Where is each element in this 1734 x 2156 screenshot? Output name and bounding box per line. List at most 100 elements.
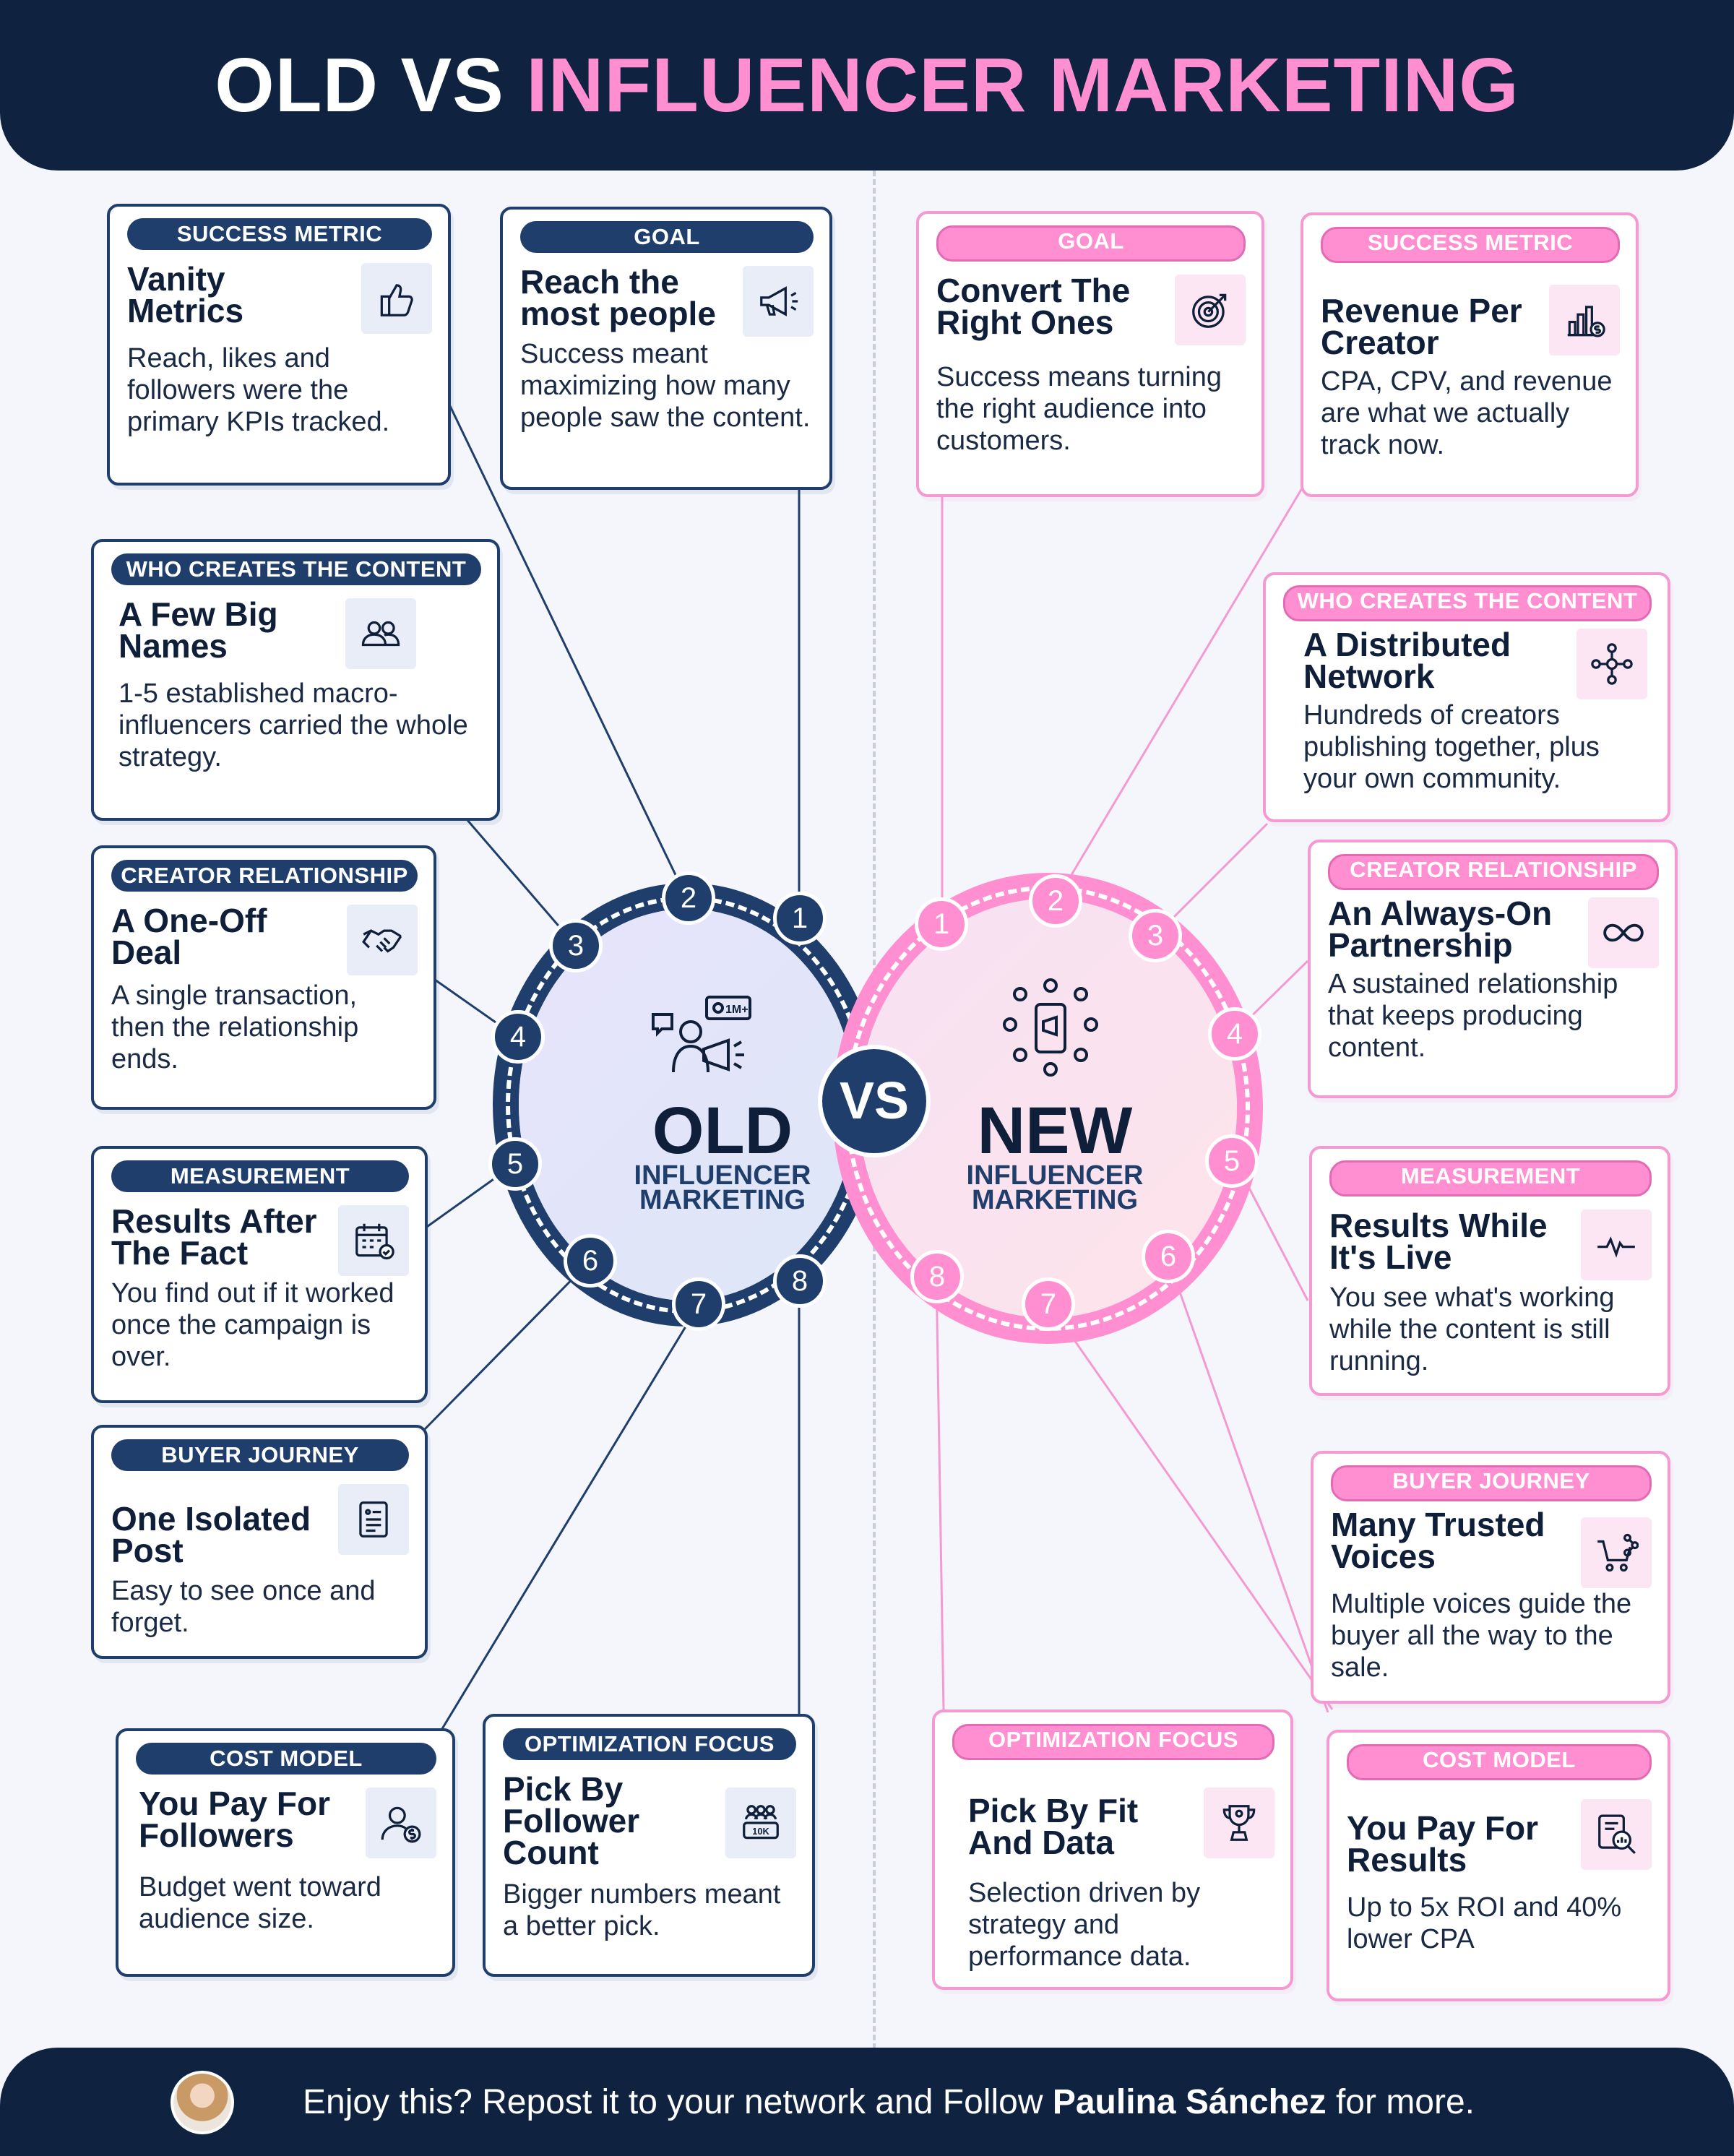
new-card-optimization-focus: OPTIMIZATION FOCUS Pick By Fit And Data … — [932, 1709, 1293, 1990]
card-badge: GOAL — [520, 221, 814, 253]
page-header: OLD VS INFLUENCER MARKETING — [0, 0, 1734, 171]
card-description: Easy to see once and forget. — [111, 1576, 376, 1638]
new-card-success-metric: SUCCESS METRIC Revenue Per Creator CPA, … — [1300, 212, 1639, 497]
new-card-who-creates: WHO CREATES THE CONTENT A Distributed Ne… — [1263, 572, 1670, 822]
card-badge: BUYER JOURNEY — [1331, 1465, 1652, 1501]
card-title: Revenue Per Creator — [1321, 292, 1522, 361]
card-description: Reach, likes and followers were the prim… — [127, 343, 390, 437]
old-card-goal: GOAL Reach the most people Success meant… — [500, 207, 832, 490]
card-title: Reach the most people — [520, 263, 716, 332]
calendar-check-icon — [338, 1205, 409, 1276]
bar-chart-dollar-icon — [1549, 285, 1620, 355]
card-description: You see what's working while the content… — [1329, 1282, 1615, 1376]
card-title: You Pay For Results — [1347, 1809, 1538, 1879]
card-title: A One-Off Deal — [111, 902, 267, 971]
card-badge: OPTIMIZATION FOCUS — [503, 1728, 796, 1760]
old-small-word-1: INFLUENCER — [634, 1160, 811, 1191]
old-card-success-metric: SUCCESS METRIC Vanity Metrics Reach, lik… — [107, 204, 451, 486]
new-card-creator-relationship: CREATOR RELATIONSHIP An Always-On Partne… — [1308, 840, 1678, 1098]
old-card-creator-relationship: CREATOR RELATIONSHIP A One-Off Deal A si… — [91, 845, 436, 1110]
card-badge: OPTIMIZATION FOCUS — [952, 1724, 1274, 1760]
pulse-icon — [1581, 1209, 1652, 1280]
card-badge: WHO CREATES THE CONTENT — [111, 553, 481, 585]
old-small-word-2: MARKETING — [639, 1185, 806, 1215]
svg-text:1M+: 1M+ — [725, 1004, 749, 1016]
new-big-word: NEW — [977, 1094, 1133, 1168]
card-title: An Always-On Partnership — [1328, 894, 1553, 964]
old-node-7: 7 — [672, 1277, 725, 1331]
card-badge: MEASUREMENT — [1329, 1160, 1652, 1196]
new-node-8: 8 — [910, 1250, 964, 1303]
card-badge: SUCCESS METRIC — [1321, 227, 1620, 263]
svg-text:10K: 10K — [752, 1826, 769, 1837]
card-description: Bigger numbers meant a better pick. — [503, 1879, 781, 1941]
footer-text-after: for more. — [1335, 2082, 1475, 2121]
card-title: Results While It's Live — [1329, 1207, 1548, 1276]
old-node-4: 4 — [491, 1010, 545, 1064]
old-card-who-creates: WHO CREATES THE CONTENT A Few Big Names … — [91, 539, 500, 821]
card-title: Convert The Right Ones — [936, 272, 1131, 341]
card-title: One Isolated Post — [111, 1500, 311, 1569]
new-node-1: 1 — [915, 897, 968, 951]
new-node-3: 3 — [1129, 909, 1182, 962]
card-badge: GOAL — [936, 225, 1246, 262]
card-description: Selection driven by strategy and perform… — [968, 1878, 1201, 1972]
new-card-measurement: MEASUREMENT Results While It's Live You … — [1309, 1146, 1670, 1396]
new-card-goal: GOAL Convert The Right Ones Success mean… — [916, 211, 1264, 497]
card-badge: BUYER JOURNEY — [111, 1439, 409, 1471]
old-node-3: 3 — [549, 919, 603, 973]
old-node-5: 5 — [488, 1137, 542, 1191]
new-card-cost-model: COST MODEL You Pay For Results Up to 5x … — [1327, 1730, 1670, 2001]
target-icon — [1175, 275, 1246, 345]
old-node-1: 1 — [773, 892, 827, 945]
old-card-optimization-focus: OPTIMIZATION FOCUS Pick By Follower Coun… — [483, 1714, 815, 1977]
old-node-6: 6 — [564, 1234, 617, 1288]
title-old: OLD VS — [215, 42, 504, 128]
card-badge: COST MODEL — [136, 1743, 436, 1775]
new-node-6: 6 — [1142, 1230, 1195, 1283]
old-card-cost-model: COST MODEL You Pay For Followers Budget … — [116, 1728, 455, 1977]
report-search-icon — [1581, 1799, 1652, 1870]
card-description: Multiple voices guide the buyer all the … — [1331, 1589, 1632, 1683]
card-description: Hundreds of creators publishing together… — [1303, 700, 1600, 794]
card-badge: CREATOR RELATIONSHIP — [111, 860, 418, 892]
old-node-2: 2 — [662, 871, 715, 925]
new-node-2: 2 — [1029, 874, 1082, 928]
new-node-5: 5 — [1205, 1134, 1259, 1188]
page-footer: Enjoy this? Repost it to your network an… — [0, 2048, 1734, 2156]
card-badge: WHO CREATES THE CONTENT — [1283, 585, 1652, 621]
card-title: Vanity Metrics — [127, 260, 244, 329]
cart-share-icon — [1581, 1517, 1652, 1588]
card-title: Many Trusted Voices — [1331, 1506, 1545, 1575]
megaphone-icon — [743, 266, 814, 337]
followers-10k-icon: 10K — [725, 1788, 796, 1858]
card-description: A sustained relationship that keeps prod… — [1328, 969, 1618, 1063]
card-description: You find out if it worked once the campa… — [111, 1278, 394, 1372]
author-name[interactable]: Paulina Sánchez — [1052, 2082, 1327, 2121]
old-core — [519, 909, 855, 1301]
card-title: Pick By Follower Count — [503, 1770, 640, 1871]
network-icon — [1576, 629, 1647, 699]
card-badge: COST MODEL — [1347, 1744, 1652, 1780]
people-icon — [345, 598, 416, 669]
card-description: Success meant maximizing how many people… — [520, 339, 811, 433]
old-big-word: OLD — [652, 1094, 793, 1168]
thumbs-up-icon — [361, 263, 432, 334]
card-title: Results After The Fact — [111, 1202, 317, 1272]
card-title: A Distributed Network — [1303, 626, 1511, 695]
footer-text: Enjoy this? Repost it to your network an… — [303, 2082, 1475, 2122]
new-node-4: 4 — [1208, 1007, 1261, 1061]
title-new: INFLUENCER MARKETING — [526, 42, 1519, 128]
vs-badge: VS — [818, 1045, 931, 1157]
card-title: A Few Big Names — [118, 595, 278, 665]
old-node-8: 8 — [773, 1254, 827, 1308]
document-icon — [338, 1484, 409, 1555]
card-description: A single transaction, then the relations… — [111, 980, 359, 1074]
new-small-word-2: MARKETING — [971, 1185, 1139, 1215]
avatar[interactable] — [171, 2071, 234, 2134]
phone-network-icon — [1000, 977, 1101, 1078]
infinity-icon — [1588, 897, 1659, 968]
card-description: Up to 5x ROI and 40% lower CPA — [1347, 1892, 1622, 1954]
card-title: Pick By Fit And Data — [968, 1792, 1139, 1861]
